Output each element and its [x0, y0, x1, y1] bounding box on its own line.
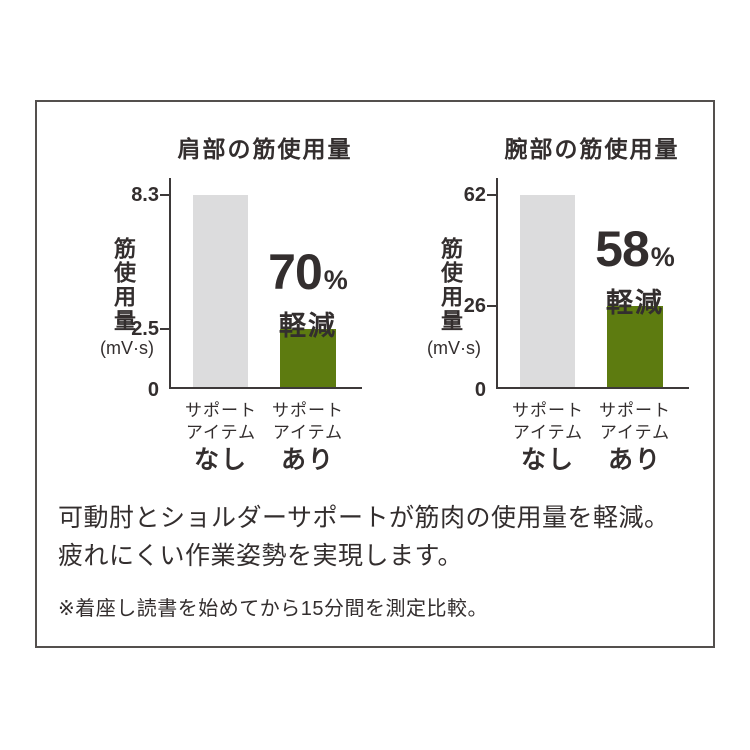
plot-area	[169, 178, 362, 389]
arm-usage-chart: 腕部の筋使用量 筋使用量 (mV·s) 62 26 0 58% 軽減 サポート …	[384, 126, 696, 488]
x-label-line-emphasis: なし	[520, 446, 575, 474]
chart-title: 肩部の筋使用量	[177, 136, 353, 162]
y-tick-mark-top	[160, 194, 170, 196]
percent-sign: %	[323, 265, 348, 295]
x-label-line: サポート	[185, 401, 257, 420]
y-tick-mark-mid	[160, 328, 170, 330]
x-label-line-emphasis: あり	[607, 446, 662, 474]
reduction-percent-value: 58	[595, 221, 650, 277]
y-tick-mark-top	[487, 194, 497, 196]
description-line-1: 可動肘とショルダーサポートが筋肉の使用量を軽減。	[58, 504, 670, 532]
x-label-with-support: サポート アイテム あり	[580, 400, 690, 475]
x-label-line: アイテム	[512, 423, 584, 442]
y-axis-unit: (mV·s)	[427, 338, 481, 358]
y-tick-label-top: 8.3	[131, 184, 159, 206]
y-axis-label: 筋使用量	[111, 237, 136, 333]
x-label-line: サポート	[272, 401, 344, 420]
reduction-percent: 58%	[555, 224, 715, 286]
percent-sign: %	[650, 242, 675, 272]
x-label-line: サポート	[599, 401, 671, 420]
bar-without-support	[520, 195, 575, 387]
reduction-annotation: 70% 軽減	[228, 247, 388, 341]
y-tick-label-mid: 26	[463, 295, 486, 317]
measurement-note: ※着座し読書を始めてから15分間を測定比較。	[58, 598, 489, 620]
y-tick-label-zero: 0	[147, 379, 159, 401]
reduction-percent: 70%	[228, 247, 388, 309]
description-block: 可動肘とショルダーサポートが筋肉の使用量を軽減。 疲れにくい作業姿勢を実現します…	[58, 499, 701, 621]
description-line-2: 疲れにくい作業姿勢を実現します。	[58, 542, 464, 570]
x-label-line: アイテム	[599, 423, 671, 442]
reduction-annotation: 58% 軽減	[555, 224, 715, 318]
bar-without-support	[193, 195, 248, 387]
reduction-label: 軽減	[279, 311, 337, 341]
x-label-line: サポート	[512, 401, 584, 420]
x-label-line: アイテム	[272, 423, 344, 442]
x-label-without-support: サポート アイテム なし	[493, 400, 603, 475]
shoulder-usage-chart: 肩部の筋使用量 筋使用量 (mV·s) 8.3 2.5 0 70% 軽減 サポー…	[57, 126, 369, 488]
bar-with-support	[280, 329, 336, 387]
y-tick-mark-mid	[487, 305, 497, 307]
x-label-line-emphasis: なし	[193, 446, 248, 474]
y-axis-label: 筋使用量	[438, 237, 463, 333]
reduction-label: 軽減	[606, 288, 664, 318]
y-tick-label-top: 62	[463, 184, 486, 206]
x-label-with-support: サポート アイテム あり	[253, 400, 363, 475]
chart-title: 腕部の筋使用量	[504, 136, 680, 162]
x-label-without-support: サポート アイテム なし	[166, 400, 276, 475]
bar-with-support	[607, 306, 663, 387]
y-tick-label-mid: 2.5	[131, 318, 159, 340]
muscle-usage-panel: 肩部の筋使用量 筋使用量 (mV·s) 8.3 2.5 0 70% 軽減 サポー…	[35, 100, 715, 648]
y-tick-label-zero: 0	[474, 379, 486, 401]
x-label-line-emphasis: あり	[280, 446, 335, 474]
reduction-percent-value: 70	[268, 244, 323, 300]
plot-area	[496, 178, 689, 389]
x-label-line: アイテム	[185, 423, 257, 442]
y-axis-unit: (mV·s)	[100, 338, 154, 358]
